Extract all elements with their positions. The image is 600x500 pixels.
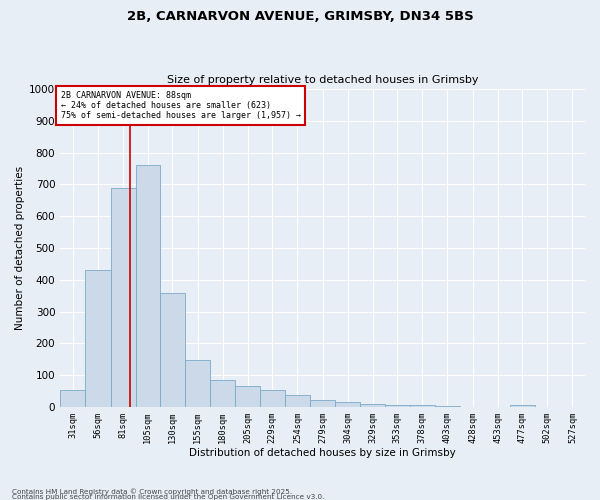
Bar: [185, 360, 210, 407]
Bar: [335, 402, 361, 407]
Bar: [385, 406, 410, 407]
Bar: [136, 166, 160, 407]
Text: 2B CARNARVON AVENUE: 88sqm
← 24% of detached houses are smaller (623)
75% of sem: 2B CARNARVON AVENUE: 88sqm ← 24% of deta…: [61, 90, 301, 120]
Bar: [60, 390, 85, 407]
Bar: [260, 390, 285, 407]
Bar: [435, 406, 460, 407]
Y-axis label: Number of detached properties: Number of detached properties: [15, 166, 25, 330]
Text: 2B, CARNARVON AVENUE, GRIMSBY, DN34 5BS: 2B, CARNARVON AVENUE, GRIMSBY, DN34 5BS: [127, 10, 473, 23]
Bar: [160, 292, 185, 407]
Bar: [85, 270, 110, 407]
Bar: [110, 188, 136, 407]
X-axis label: Distribution of detached houses by size in Grimsby: Distribution of detached houses by size …: [189, 448, 456, 458]
Bar: [510, 406, 535, 407]
Bar: [235, 386, 260, 407]
Title: Size of property relative to detached houses in Grimsby: Size of property relative to detached ho…: [167, 76, 478, 86]
Bar: [210, 380, 235, 407]
Bar: [410, 406, 435, 407]
Text: Contains public sector information licensed under the Open Government Licence v3: Contains public sector information licen…: [12, 494, 325, 500]
Bar: [285, 395, 310, 407]
Bar: [310, 400, 335, 407]
Bar: [361, 404, 385, 407]
Text: Contains HM Land Registry data © Crown copyright and database right 2025.: Contains HM Land Registry data © Crown c…: [12, 488, 292, 495]
